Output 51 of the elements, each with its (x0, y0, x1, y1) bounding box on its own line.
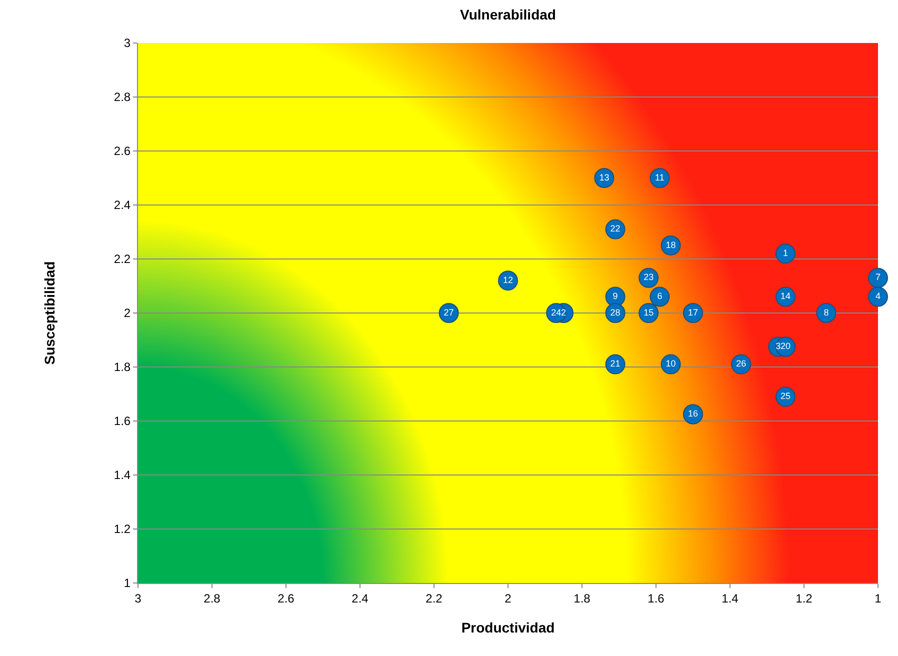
x-tick-label: 1.6 (648, 591, 665, 606)
series-label: 9 (612, 291, 618, 302)
series-label: 25 (780, 390, 791, 401)
y-tick-label: 2.2 (114, 252, 131, 266)
y-tick-label: 1 (124, 576, 131, 590)
y-tick-label: 2.4 (114, 198, 131, 212)
x-tick-label: 1 (874, 591, 882, 606)
series-label: 6 (657, 291, 662, 302)
chart-title: Vulnerabilidad (460, 6, 556, 23)
series-label: 7 (875, 272, 881, 282)
series-label: 28 (610, 307, 620, 318)
x-tick-label: 2.8 (204, 591, 221, 606)
y-tick-label: 2.6 (114, 144, 131, 158)
x-tick-label: 2.4 (352, 591, 369, 606)
series-label: 4 (875, 291, 881, 302)
series-label: 23 (644, 272, 654, 282)
series-label: 21 (610, 358, 620, 369)
series-label: 11 (655, 172, 664, 182)
x-tick-label: 2.2 (426, 591, 443, 606)
x-tick-label: 2.6 (278, 591, 295, 606)
series-label: 26 (736, 358, 746, 369)
series-label: 12 (502, 274, 514, 285)
series-label: 2 (560, 307, 566, 318)
series-label: 8 (824, 307, 829, 318)
x-tick-label: 1.4 (722, 591, 739, 606)
x-tick-label: 1.2 (796, 591, 813, 606)
y-tick-label: 1.2 (114, 522, 131, 536)
series-label: 10 (666, 358, 676, 369)
series-label: 15 (644, 307, 654, 318)
series-label: 17 (688, 307, 698, 318)
y-tick-label: 1.4 (114, 468, 131, 482)
x-axis-title: Productividad (461, 620, 555, 636)
y-tick-label: 1.8 (114, 360, 131, 374)
series-label: 18 (666, 240, 676, 250)
series-label: 24 (551, 307, 562, 318)
y-tick-label: 3 (124, 36, 131, 50)
series-label: 3 (776, 341, 781, 351)
y-tick-label: 2 (124, 306, 131, 320)
x-tick-label: 2 (504, 591, 512, 606)
series-label: 13 (599, 172, 610, 182)
series-label: 27 (444, 307, 454, 318)
series-label: 20 (780, 341, 791, 351)
series-label: 1 (782, 248, 788, 258)
series-label: 14 (780, 291, 791, 302)
y-tick-label: 1.6 (114, 414, 131, 428)
series-label: 16 (688, 408, 698, 418)
x-tick-label: 3 (134, 591, 142, 606)
x-tick-label: 1.8 (574, 591, 591, 606)
y-axis-title: Susceptibilidad (42, 261, 58, 365)
series-label: 22 (610, 224, 620, 234)
y-tick-label: 2.8 (114, 90, 131, 104)
